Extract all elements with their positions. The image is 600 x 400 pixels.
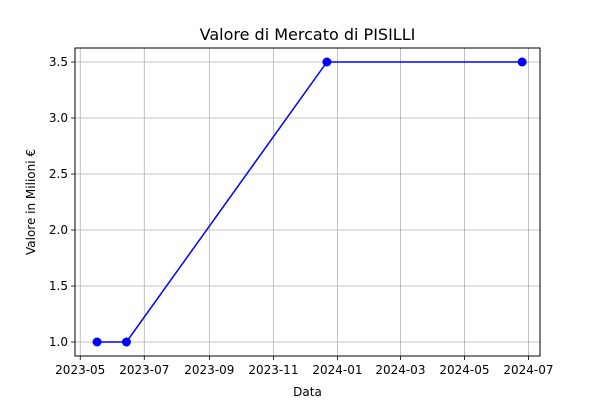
y-tick-label: 2.5 (49, 167, 68, 181)
x-tick-label: 2024-05 (439, 363, 489, 377)
y-axis-ticks: 1.0 1.5 2.0 2.5 3.0 3.5 (49, 55, 75, 349)
data-point (517, 57, 527, 67)
x-axis-ticks: 2023-05 2023-07 2023-09 2023-11 2024-01 2024-… (55, 356, 554, 377)
y-axis-title: Valore in Milioni € (24, 149, 38, 255)
y-tick-label: 1.5 (49, 279, 68, 293)
data-point (322, 57, 332, 67)
x-tick-label: 2023-09 (184, 363, 234, 377)
y-tick-label: 1.0 (49, 335, 68, 349)
chart-title: Valore di Mercato di PISILLI (200, 25, 416, 44)
x-tick-label: 2023-05 (55, 363, 105, 377)
y-tick-label: 3.5 (49, 55, 68, 69)
x-tick-label: 2024-07 (503, 363, 553, 377)
x-axis-title: Data (293, 385, 322, 399)
y-tick-label: 2.0 (49, 223, 68, 237)
x-tick-label: 2023-07 (119, 363, 169, 377)
x-tick-label: 2024-01 (312, 363, 362, 377)
x-tick-label: 2023-11 (248, 363, 298, 377)
x-tick-label: 2024-03 (375, 363, 425, 377)
data-point (92, 337, 102, 347)
y-tick-label: 3.0 (49, 111, 68, 125)
plot-frame (74, 47, 541, 357)
series-line (97, 61, 523, 343)
data-point (121, 337, 131, 347)
series-layer (92, 57, 527, 347)
